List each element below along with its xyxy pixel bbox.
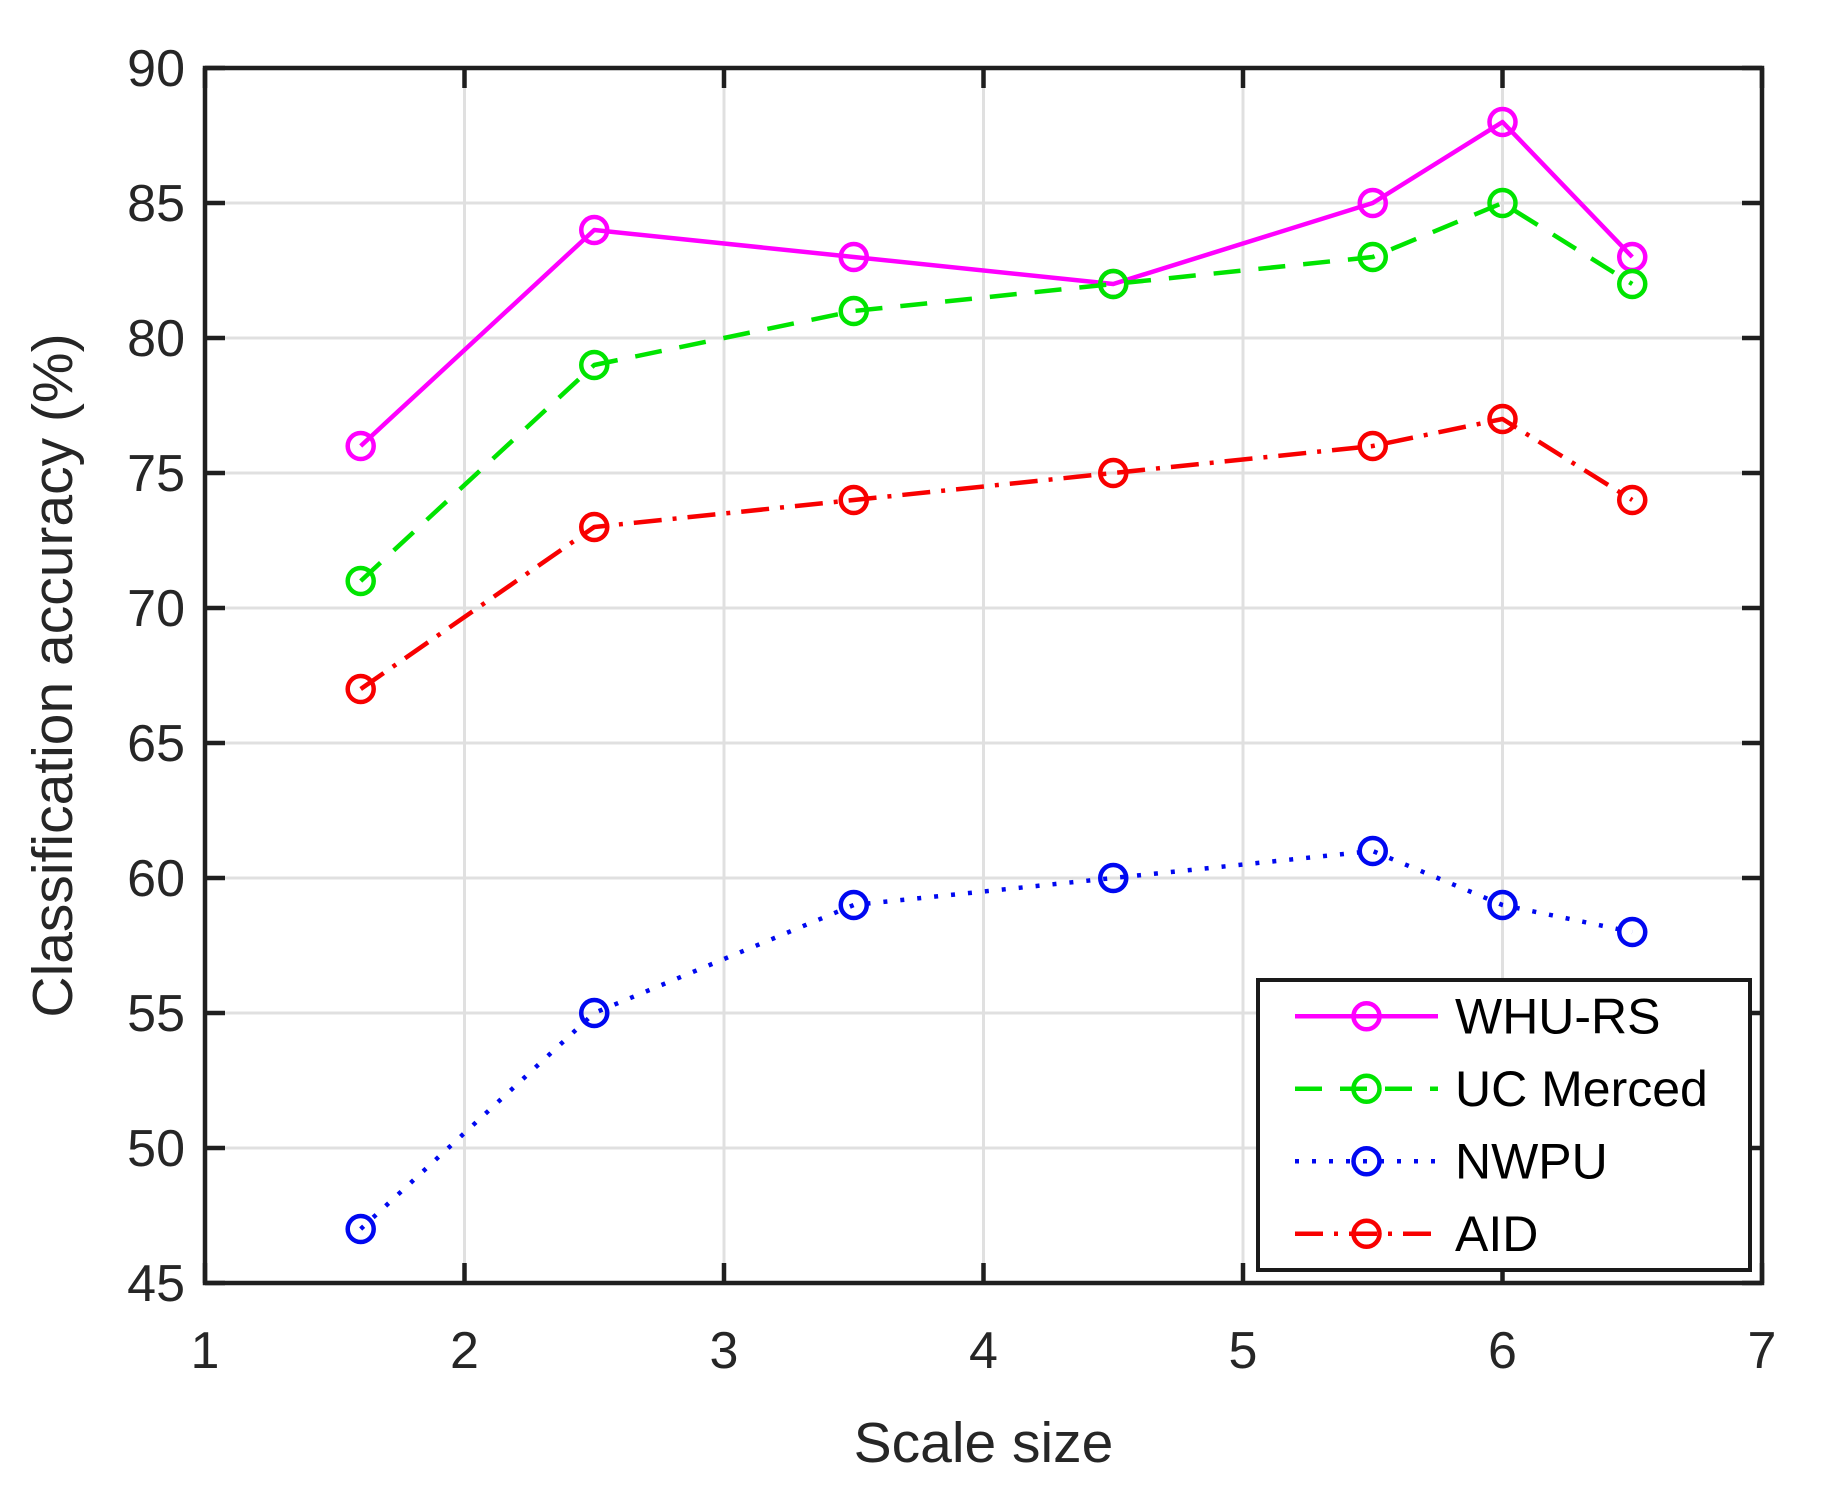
x-tick-label: 4	[969, 1322, 998, 1380]
x-tick-label: 6	[1488, 1322, 1517, 1380]
y-axis-title: Classification accuracy (%)	[21, 333, 85, 1017]
legend-item-uc-merced: UC Merced	[1295, 1061, 1708, 1117]
series-aid-marker	[1487, 403, 1518, 435]
series-whu-rs-marker	[1487, 106, 1518, 138]
series-uc-merced-line	[359, 200, 1634, 583]
series-uc-merced-marker	[1617, 268, 1648, 300]
y-tick-label: 45	[127, 1255, 185, 1313]
y-tick-label: 85	[127, 175, 185, 233]
x-tick-label: 3	[710, 1322, 739, 1380]
y-tick-label: 60	[127, 850, 185, 908]
y-tick-label: 75	[127, 445, 185, 503]
series-nwpu-marker	[1357, 835, 1388, 867]
axes-box	[202, 65, 1765, 1286]
legend-label: WHU-RS	[1455, 988, 1661, 1044]
series-uc-merced-marker	[1357, 241, 1388, 273]
series-whu-rs-marker	[345, 430, 376, 462]
y-tick-label: 90	[127, 40, 185, 98]
y-tick-label: 50	[127, 1120, 185, 1178]
series-aid-marker	[579, 511, 610, 543]
y-tick-label: 80	[127, 310, 185, 368]
axes-box-border	[202, 65, 1765, 1286]
series-whu-rs-line	[359, 119, 1634, 448]
legend-item-whu-rs: WHU-RS	[1295, 988, 1661, 1044]
legend-box	[1256, 978, 1752, 1272]
y-tick-label: 70	[127, 580, 185, 638]
series-aid-line	[359, 416, 1634, 691]
series-whu-rs-marker	[838, 241, 869, 273]
series-aid-marker	[1098, 457, 1129, 489]
series-layer	[345, 106, 1648, 1245]
x-tick-label: 1	[191, 1322, 220, 1380]
series-uc-merced-marker	[838, 295, 869, 327]
series-nwpu-marker	[1098, 862, 1129, 894]
x-tick-label: 5	[1229, 1322, 1258, 1380]
legend-marker-sample	[1351, 1001, 1382, 1032]
series-uc-merced-marker	[579, 349, 610, 381]
series-nwpu-line	[359, 848, 1633, 1231]
y-tick-label: 55	[127, 985, 185, 1043]
series-whu-rs-marker	[1357, 187, 1388, 219]
legend-label: AID	[1455, 1206, 1538, 1262]
x-tick-label: 2	[450, 1322, 479, 1380]
x-axis-title: Scale size	[854, 1411, 1114, 1475]
legend-item-nwpu: NWPU	[1295, 1133, 1608, 1189]
series-nwpu-marker	[345, 1213, 376, 1245]
series-uc-merced-marker	[1487, 187, 1518, 219]
series-aid-marker	[345, 673, 376, 705]
legend: WHU-RS UC Merced NWPU AID	[1256, 978, 1752, 1272]
series-uc-merced-marker	[1098, 268, 1129, 300]
y-tick-label: 65	[127, 715, 185, 773]
series-nwpu-marker	[838, 889, 869, 921]
series-aid-marker	[1357, 430, 1388, 462]
legend-marker-sample	[1351, 1146, 1382, 1177]
series-nwpu-marker	[579, 997, 610, 1029]
series-aid-marker	[838, 484, 869, 516]
series-nwpu-marker	[1487, 889, 1518, 921]
series-aid-marker	[1617, 484, 1648, 516]
series-uc-merced-marker	[345, 565, 376, 597]
legend-marker-sample	[1351, 1073, 1382, 1104]
x-tick-label: 7	[1748, 1322, 1777, 1380]
legend-marker-sample	[1351, 1218, 1382, 1249]
series-whu-rs-marker	[579, 214, 610, 246]
legend-item-aid: AID	[1295, 1206, 1538, 1262]
legend-label: UC Merced	[1455, 1061, 1708, 1117]
legend-label: NWPU	[1455, 1133, 1608, 1189]
series-nwpu-marker	[1617, 916, 1648, 948]
